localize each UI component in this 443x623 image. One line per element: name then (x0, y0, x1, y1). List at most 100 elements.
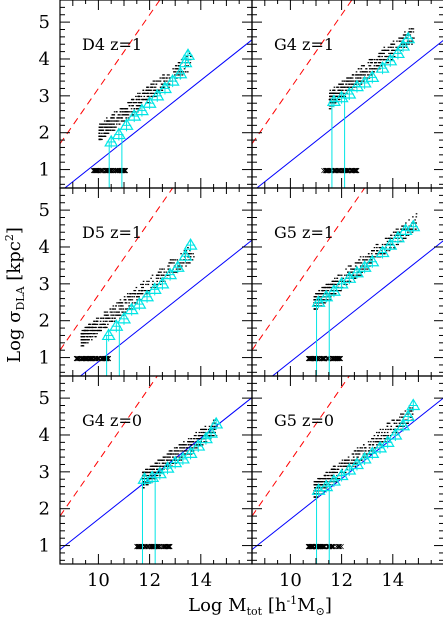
data-point (141, 98, 143, 101)
undetected-point: × (161, 543, 169, 553)
data-point (150, 277, 152, 279)
triangle-marker (119, 118, 134, 130)
undetected-point: × (320, 543, 328, 553)
y-axis-title-sup: 2 (3, 234, 16, 241)
blue-fit-line (79, 239, 252, 376)
data-point (151, 274, 154, 276)
data-point (158, 459, 161, 461)
undetected-point: × (146, 543, 154, 553)
data-point (190, 441, 192, 443)
data-point (176, 68, 179, 70)
data-point (109, 311, 112, 313)
data-point (204, 425, 207, 427)
undetected-point: × (89, 355, 97, 365)
data-point (347, 89, 350, 91)
data-point (175, 65, 178, 67)
data-point (336, 283, 338, 286)
x-axis-title-sub: tot (247, 605, 263, 618)
data-point (208, 425, 211, 427)
panel-1: ××× ××× ×××× ×× ××× × ××× ×× ×× ××××××× × ×× ××××× ××… (59, 0, 253, 189)
undetected-point: × (334, 355, 342, 365)
data-point (108, 126, 110, 128)
undetected-point: × (83, 355, 91, 365)
data-point (409, 34, 412, 36)
data-point (168, 77, 171, 79)
data-point (329, 89, 332, 91)
data-point (182, 444, 185, 446)
data-point (125, 108, 128, 110)
triangle-marker (401, 31, 416, 44)
undetected-point: × (135, 543, 143, 553)
undetected-point: × (325, 355, 333, 365)
data-point (122, 308, 124, 310)
data-point (198, 434, 200, 437)
data-point (322, 302, 325, 304)
undetected-point: × (102, 167, 110, 177)
data-point (99, 126, 102, 128)
data-point (109, 126, 112, 128)
undetected-point: × (99, 167, 107, 177)
data-point (178, 456, 181, 458)
data-point (128, 105, 131, 107)
data-point (83, 339, 86, 341)
data-point (181, 262, 184, 264)
undetected-point: × (333, 543, 341, 553)
data-point (111, 311, 113, 313)
panel-label: D4 z=1 (82, 35, 142, 54)
x-tick-label: 14 (381, 570, 404, 591)
data-point (205, 441, 208, 443)
data-point (378, 431, 380, 434)
undetected-point: × (332, 167, 340, 177)
data-point (355, 71, 358, 73)
data-point (383, 52, 385, 55)
y-axis-title-sub: DLA (14, 285, 27, 310)
undetected-point: × (151, 543, 159, 553)
data-point (375, 253, 378, 255)
undetected-point: × (316, 543, 324, 553)
data-point (112, 120, 115, 122)
data-point (314, 481, 317, 483)
undetected-point: × (83, 355, 91, 365)
data-point (100, 326, 102, 329)
data-point (353, 86, 355, 88)
data-point (410, 225, 412, 227)
data-point (185, 262, 188, 264)
data-point (376, 431, 378, 434)
data-point (178, 71, 180, 73)
data-point (330, 474, 333, 477)
undetected-point: × (91, 355, 99, 365)
data-point (368, 444, 371, 446)
data-point (318, 293, 320, 295)
data-point (320, 477, 323, 480)
data-point (155, 92, 157, 94)
data-point (384, 434, 387, 437)
data-point (88, 339, 90, 341)
data-point (171, 462, 174, 464)
data-point (366, 268, 369, 270)
data-point (124, 302, 127, 304)
data-point (357, 77, 360, 79)
data-point (324, 477, 326, 480)
data-point (144, 289, 147, 292)
data-point (329, 299, 331, 301)
data-point (133, 289, 135, 292)
data-point (203, 441, 205, 443)
data-point (379, 246, 381, 249)
data-point (193, 256, 195, 258)
data-point (390, 234, 393, 236)
data-point (139, 293, 141, 295)
data-point (142, 286, 145, 289)
undetected-point: × (315, 543, 323, 553)
red-dashed-line (60, 0, 161, 145)
data-point (377, 434, 379, 437)
undetected-point: × (88, 355, 96, 365)
data-point (332, 471, 334, 474)
data-point (402, 228, 405, 230)
undetected-point: × (347, 167, 355, 177)
undetected-point: × (119, 167, 127, 177)
data-point (151, 468, 154, 470)
data-point (362, 265, 364, 267)
undetected-point: × (332, 167, 340, 177)
undetected-point: × (122, 167, 130, 177)
data-point (98, 329, 101, 332)
